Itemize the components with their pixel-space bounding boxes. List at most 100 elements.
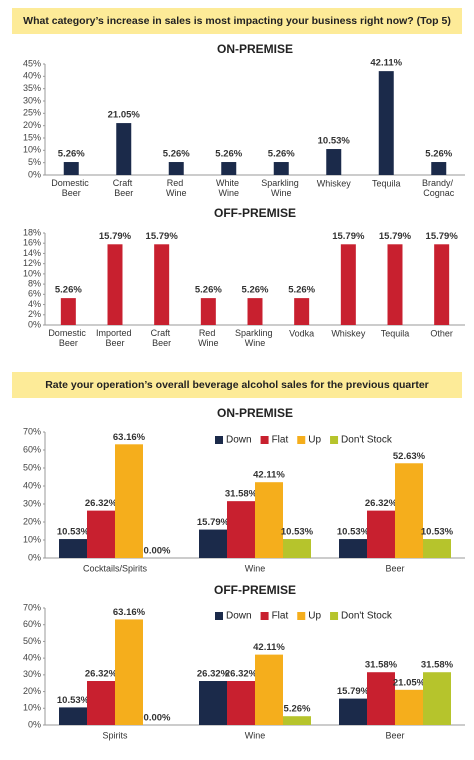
value-label: 5.26% bbox=[58, 149, 85, 160]
bar bbox=[326, 149, 342, 175]
y-tick-label: 40% bbox=[23, 71, 41, 81]
bar bbox=[395, 463, 423, 558]
bar bbox=[423, 672, 451, 725]
y-tick-label: 70% bbox=[23, 426, 41, 436]
value-label: 15.79% bbox=[379, 231, 412, 242]
bar bbox=[378, 71, 394, 175]
y-tick-label: 40% bbox=[23, 480, 41, 490]
y-tick-label: 20% bbox=[23, 516, 41, 526]
value-label: 5.26% bbox=[163, 149, 190, 160]
bar bbox=[199, 681, 227, 725]
value-label: 5.26% bbox=[215, 149, 242, 160]
legend-swatch bbox=[215, 436, 223, 444]
y-tick-label: 6% bbox=[28, 289, 41, 299]
value-label: 26.32% bbox=[365, 498, 398, 509]
chart-title: ON-PREMISE bbox=[217, 42, 293, 56]
y-tick-label: 35% bbox=[23, 83, 41, 93]
bar bbox=[423, 539, 451, 558]
x-tick-label: Domestic Beer bbox=[51, 178, 91, 198]
header-band bbox=[12, 8, 462, 34]
y-tick-label: 16% bbox=[23, 238, 41, 248]
bar bbox=[247, 298, 263, 325]
value-label: 15.79% bbox=[146, 231, 179, 242]
y-tick-label: 10% bbox=[23, 534, 41, 544]
legend-label: Up bbox=[308, 611, 321, 622]
bar bbox=[283, 716, 311, 725]
value-label: 42.11% bbox=[253, 470, 285, 481]
bar bbox=[168, 162, 184, 175]
value-label: 10.53% bbox=[281, 527, 314, 538]
bar bbox=[115, 619, 143, 725]
y-tick-label: 18% bbox=[23, 227, 41, 237]
bar bbox=[115, 444, 143, 558]
bar bbox=[339, 698, 367, 725]
bar bbox=[395, 689, 423, 725]
bar bbox=[255, 482, 283, 558]
bar bbox=[59, 707, 87, 725]
header-band bbox=[12, 372, 462, 398]
y-tick-label: 0% bbox=[28, 719, 41, 729]
y-tick-label: 50% bbox=[23, 636, 41, 646]
value-label: 5.26% bbox=[268, 149, 295, 160]
y-tick-label: 10% bbox=[23, 268, 41, 278]
value-label: 5.26% bbox=[55, 285, 82, 296]
x-tick-label: Wine bbox=[245, 730, 266, 740]
bar bbox=[367, 672, 395, 725]
x-tick-label: Cocktails/Spirits bbox=[83, 563, 148, 573]
bar bbox=[60, 298, 76, 325]
value-label: 15.79% bbox=[426, 231, 459, 242]
bar bbox=[107, 244, 123, 325]
value-label: 15.79% bbox=[332, 231, 365, 242]
value-label: 5.26% bbox=[242, 285, 269, 296]
value-label: 26.32% bbox=[85, 669, 118, 680]
value-label: 5.26% bbox=[425, 149, 452, 160]
bar bbox=[294, 298, 310, 325]
y-tick-label: 45% bbox=[23, 58, 41, 68]
y-tick-label: 12% bbox=[23, 258, 41, 268]
legend-label: Flat bbox=[272, 611, 289, 622]
x-tick-label: Vodka bbox=[289, 328, 314, 338]
legend-swatch bbox=[297, 612, 306, 620]
x-tick-label: Wine bbox=[245, 563, 266, 573]
x-tick-label: Red Wine bbox=[166, 178, 187, 198]
bar bbox=[387, 244, 403, 325]
y-tick-label: 50% bbox=[23, 462, 41, 472]
x-tick-label: Domestic Beer bbox=[48, 328, 88, 348]
legend-label: Don't Stock bbox=[341, 435, 393, 446]
legend-label: Down bbox=[226, 435, 252, 446]
legend-label: Down bbox=[226, 611, 252, 622]
chart-title: OFF-PREMISE bbox=[214, 583, 296, 597]
bar bbox=[340, 244, 356, 325]
legend-swatch bbox=[260, 436, 269, 444]
bar bbox=[63, 162, 79, 175]
value-label: 5.26% bbox=[284, 704, 311, 715]
x-tick-label: Sparkling Wine bbox=[235, 328, 275, 348]
y-tick-label: 20% bbox=[23, 120, 41, 130]
y-tick-label: 0% bbox=[28, 552, 41, 562]
value-label: 42.11% bbox=[370, 58, 402, 69]
value-label: 63.16% bbox=[113, 432, 146, 443]
bar bbox=[283, 539, 311, 558]
chart-title: ON-PREMISE bbox=[217, 406, 293, 420]
y-tick-label: 30% bbox=[23, 95, 41, 105]
value-label: 10.53% bbox=[337, 527, 370, 538]
value-label: 21.05% bbox=[393, 677, 426, 688]
y-tick-label: 60% bbox=[23, 619, 41, 629]
x-tick-label: Craft Beer bbox=[151, 328, 173, 348]
x-tick-label: Sparkling Wine bbox=[261, 178, 301, 198]
legend-label: Up bbox=[308, 435, 321, 446]
bar bbox=[221, 162, 237, 175]
value-label: 26.32% bbox=[85, 498, 118, 509]
bar bbox=[200, 298, 216, 325]
value-label: 63.16% bbox=[113, 607, 146, 618]
value-label: 10.53% bbox=[57, 527, 90, 538]
value-label: 26.32% bbox=[225, 669, 258, 680]
value-label: 15.79% bbox=[337, 686, 370, 697]
value-label: 31.58% bbox=[421, 660, 454, 671]
bar bbox=[273, 162, 289, 175]
legend-swatch bbox=[330, 436, 339, 444]
y-tick-label: 4% bbox=[28, 299, 41, 309]
bar bbox=[367, 510, 395, 558]
y-tick-label: 25% bbox=[23, 108, 41, 118]
